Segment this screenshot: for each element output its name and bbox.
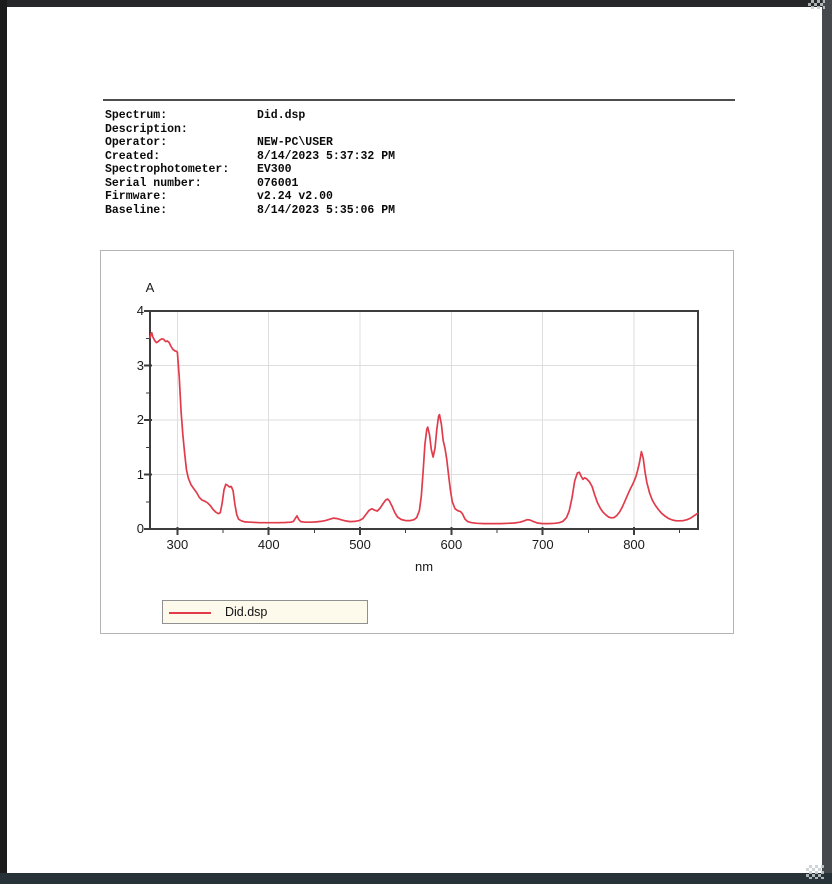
meta-row: Spectrum: Did.dsp bbox=[105, 109, 665, 123]
x-axis-title: nm bbox=[414, 559, 434, 574]
meta-row: Baseline: 8/14/2023 5:35:06 PM bbox=[105, 204, 665, 218]
meta-label: Operator: bbox=[105, 136, 168, 149]
meta-label: Baseline: bbox=[105, 203, 168, 217]
meta-value: NEW-PC\USER bbox=[257, 136, 333, 149]
header-divider bbox=[103, 99, 735, 101]
window-border-left bbox=[0, 0, 7, 884]
meta-label: Firmware: bbox=[105, 190, 168, 203]
x-tick-label: 400 bbox=[257, 537, 280, 552]
y-tick-label: 1 bbox=[136, 466, 144, 482]
x-tick-label: 800 bbox=[623, 537, 645, 552]
spectrum-curve bbox=[149, 331, 699, 525]
meta-row: Operator: NEW-PC\USER bbox=[105, 136, 665, 150]
meta-row: Spectrophotometer: EV300 bbox=[105, 163, 665, 177]
x-tick-label: 500 bbox=[349, 537, 371, 552]
meta-label: Serial number: bbox=[105, 176, 202, 190]
meta-label: Spectrophotometer: bbox=[105, 163, 230, 176]
meta-value: v2.24 v2.00 bbox=[257, 190, 333, 203]
y-tick-label: 3 bbox=[136, 357, 144, 373]
y-axis-title: A bbox=[145, 280, 155, 295]
window-border-top bbox=[0, 0, 832, 7]
x-tick-label: 300 bbox=[166, 537, 189, 552]
meta-value: 076001 bbox=[257, 176, 299, 190]
y-tick-label: 0 bbox=[136, 521, 144, 536]
legend-line-sample bbox=[169, 612, 211, 614]
spectrum-chart: A 0 1 2 3 4 300 400 500 600 700 800 nm Did.dsp bbox=[100, 250, 734, 634]
resize-grip-bottom-right[interactable] bbox=[806, 865, 824, 879]
spectrum-plot bbox=[144, 310, 699, 535]
y-tick-label: 2 bbox=[136, 412, 144, 427]
window-border-bottom bbox=[0, 873, 832, 884]
report-metadata: Spectrum: Did.dsp Description: Operator:… bbox=[105, 109, 665, 217]
meta-label: Spectrum: bbox=[105, 109, 168, 122]
meta-row: Firmware: v2.24 v2.00 bbox=[105, 190, 665, 204]
meta-label: Description: bbox=[105, 122, 188, 136]
window-border-right bbox=[822, 0, 832, 884]
meta-value: 8/14/2023 5:37:32 PM bbox=[257, 149, 396, 163]
meta-row: Serial number: 076001 bbox=[105, 177, 665, 191]
meta-label: Created: bbox=[105, 149, 161, 163]
meta-value: EV300 bbox=[257, 163, 292, 176]
legend: Did.dsp bbox=[162, 600, 368, 624]
meta-row: Description: bbox=[105, 123, 665, 137]
meta-value: 8/14/2023 5:35:06 PM bbox=[257, 203, 396, 217]
x-tick-label: 600 bbox=[440, 537, 463, 552]
resize-grip-top-right bbox=[808, 0, 825, 9]
y-tick-label: 4 bbox=[136, 303, 144, 318]
meta-value: Did.dsp bbox=[257, 109, 306, 122]
axis-frame bbox=[149, 310, 699, 530]
meta-row: Created: 8/14/2023 5:37:32 PM bbox=[105, 150, 665, 164]
legend-label: Did.dsp bbox=[225, 605, 268, 619]
x-tick-label: 700 bbox=[531, 537, 554, 552]
